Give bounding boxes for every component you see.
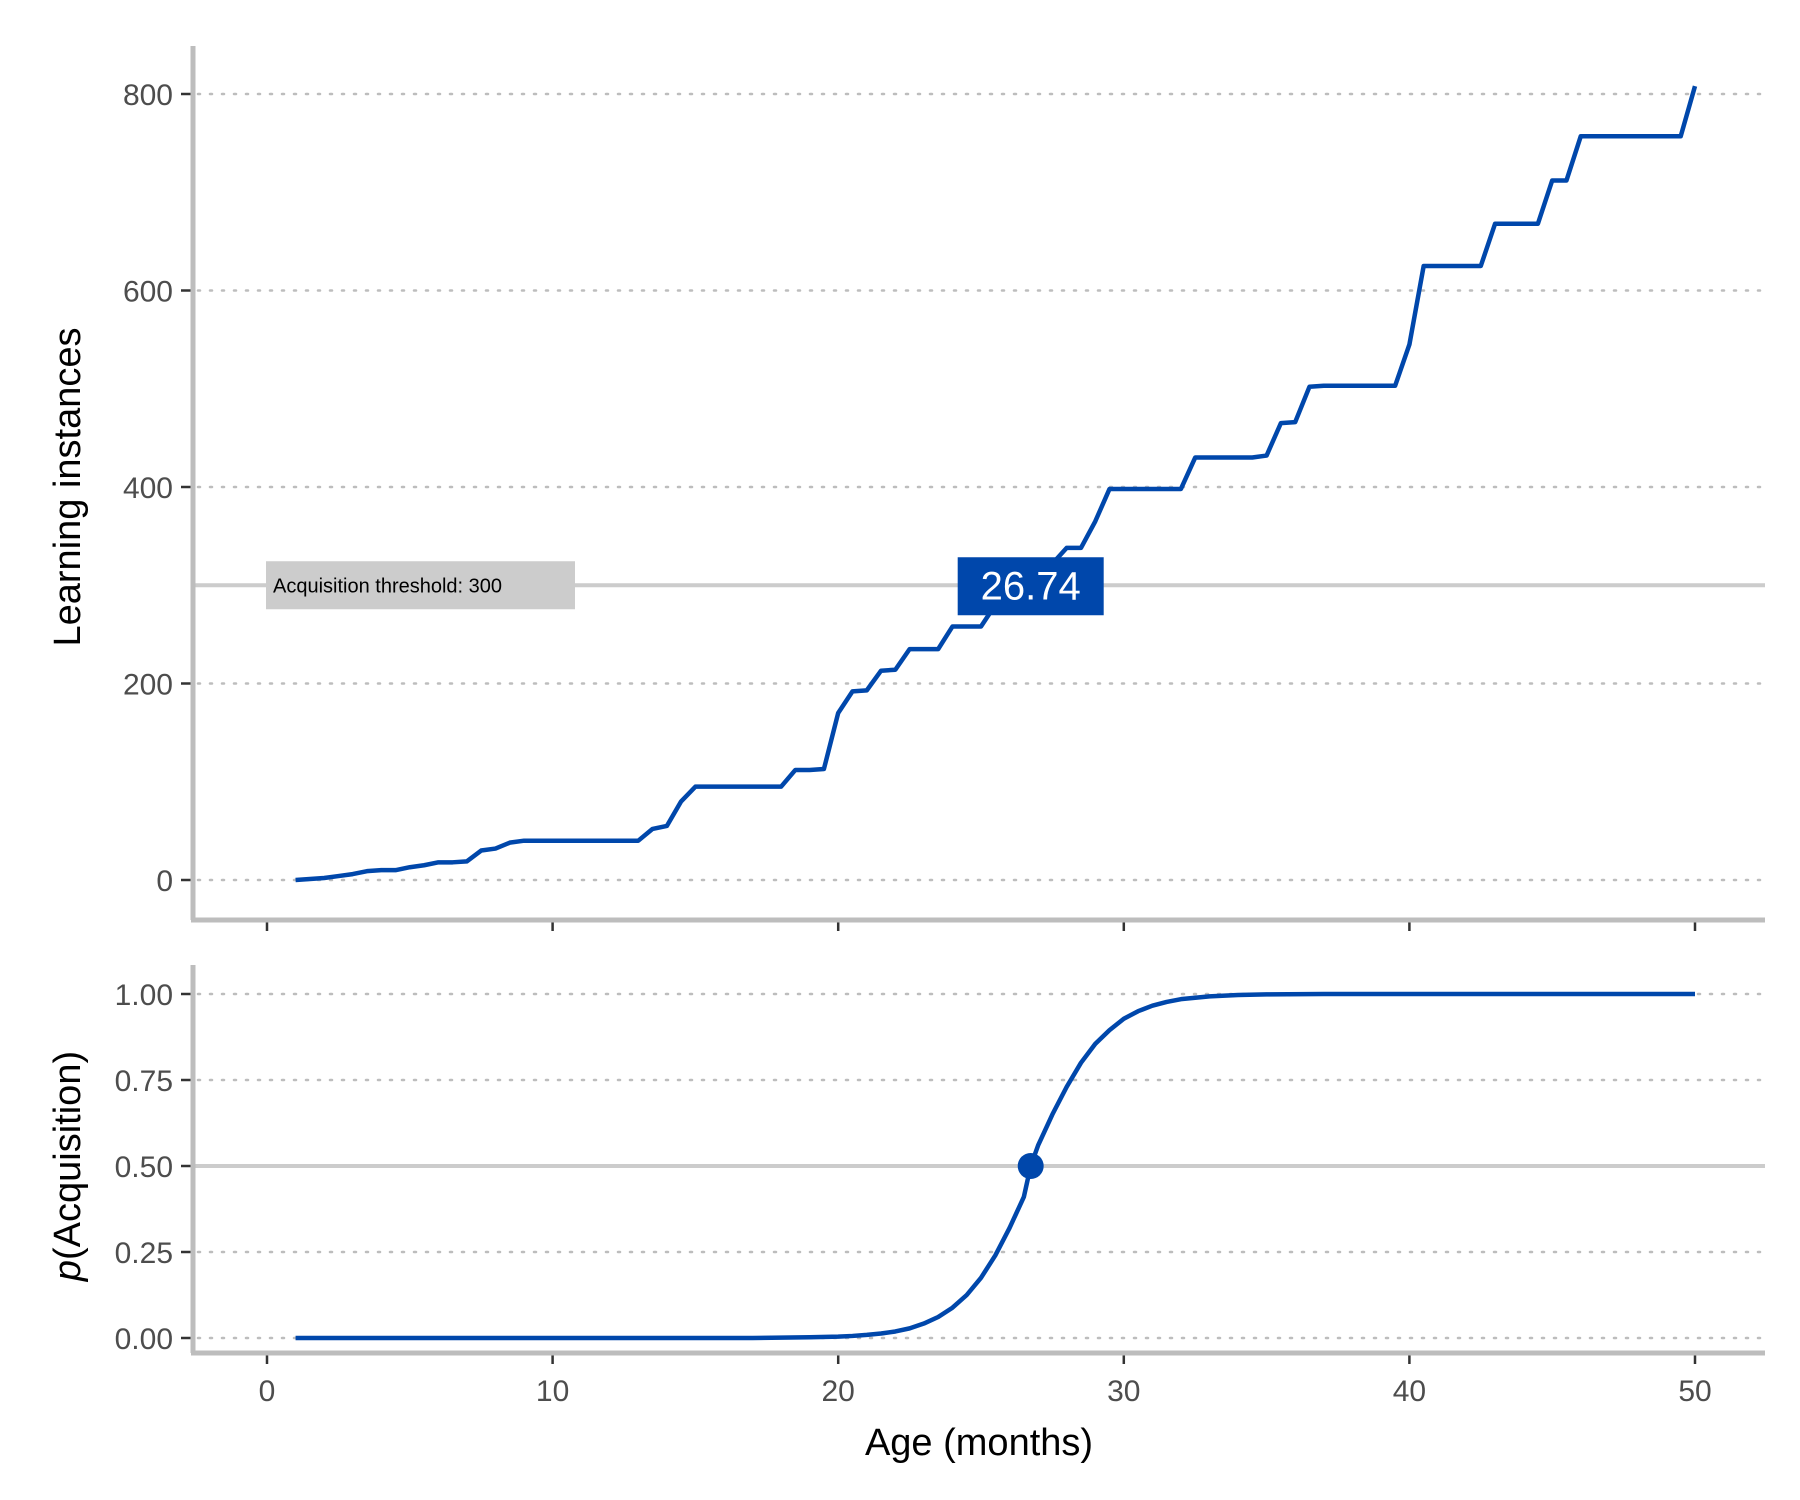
x-tick-label: 0 [259, 1375, 276, 1408]
bottom-y-tick-label: 0.00 [115, 1323, 173, 1356]
top-y-tick-label: 0 [156, 865, 173, 898]
top-y-axis-title: Learning instances [47, 328, 89, 647]
bottom-y-axis-title: p(Acquisition) [47, 1051, 89, 1282]
acquisition-probability-line [295, 991, 1695, 1341]
x-axis-title: Age (months) [865, 1422, 1093, 1464]
x-tick-label: 20 [822, 1375, 855, 1408]
x-tick-label: 30 [1107, 1375, 1140, 1408]
bottom-y-tick-label: 0.75 [115, 1065, 173, 1098]
top-y-tick-label: 400 [123, 472, 173, 505]
bottom-y-tick-label: 1.00 [115, 979, 173, 1012]
threshold-label: Acquisition threshold: 300 [266, 561, 575, 610]
x-tick-label: 50 [1678, 1375, 1711, 1408]
x-tick-label: 40 [1393, 1375, 1426, 1408]
bottom-series [295, 991, 1695, 1341]
top-y-tick-label: 800 [123, 79, 173, 112]
bottom-y-ticks: 0.00 0.25 0.50 0.75 1.00 [115, 979, 193, 1356]
bottom-y-tick-label: 0.50 [115, 1151, 173, 1184]
top-y-tick-label: 200 [123, 669, 173, 702]
top-y-tick-label: 600 [123, 276, 173, 309]
acquisition-point [1017, 1153, 1044, 1179]
top-y-ticks: 0 200 400 600 800 [123, 79, 193, 898]
learning-instances-line [295, 85, 1698, 883]
bottom-y-tick-label: 0.25 [115, 1237, 173, 1270]
y-axis-title-rest: (Acquisition) [47, 1051, 89, 1260]
threshold-label-bg [266, 561, 575, 610]
y-axis-title-italic: p [47, 1260, 89, 1282]
bottom-x-ticks: 0 10 20 30 40 50 [259, 1353, 1712, 1408]
acquisition-label: 26.74 [957, 557, 1104, 616]
top-series [295, 85, 1698, 883]
acquisition-label-bg [957, 557, 1104, 616]
acquisition-label-text: 26.74 [981, 564, 1081, 608]
top-panel: Acquisition threshold: 300 26.74 0 200 400… [47, 46, 1767, 931]
top-gridlines [196, 92, 1767, 882]
bottom-panel: 0.00 0.25 0.50 0.75 1.00 0 10 20 30 40 50 Age (mo… [47, 965, 1767, 1464]
threshold-label-text: Acquisition threshold: 300 [273, 575, 502, 597]
x-tick-label: 10 [536, 1375, 569, 1408]
